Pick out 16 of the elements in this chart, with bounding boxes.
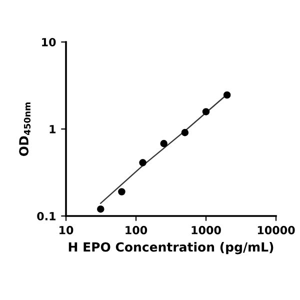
y-tick-label: 10 <box>42 38 56 46</box>
point <box>181 128 189 136</box>
point <box>97 205 104 213</box>
x-tick-label: 1000 <box>192 226 221 234</box>
point <box>202 108 210 116</box>
point <box>118 188 126 196</box>
x-tick-label: 10 <box>60 226 74 234</box>
point <box>139 159 146 166</box>
point <box>160 140 168 148</box>
x-tick-label: 100 <box>126 226 148 234</box>
y-tick-label: 1 <box>50 125 56 134</box>
y-axis-title: OD$_{450nm}$ <box>19 102 31 156</box>
x-axis-title: H EPO Concentration (pg/mL) <box>68 242 274 254</box>
point <box>223 91 231 99</box>
x-tick-label: 10000 <box>258 226 295 234</box>
y-tick-label: 0.1 <box>37 212 56 220</box>
